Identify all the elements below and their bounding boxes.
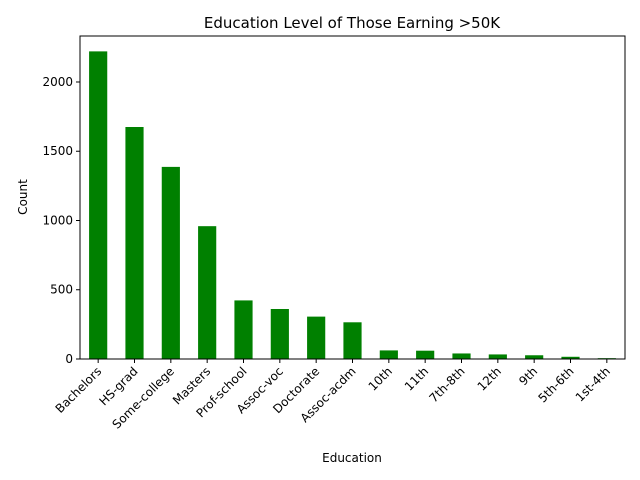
bar-11th xyxy=(416,350,435,359)
x-tick-label: 12th xyxy=(475,364,504,393)
x-tick-label: 10th xyxy=(366,364,395,393)
x-tick-label: 9th xyxy=(516,364,540,388)
bar-bachelors xyxy=(89,51,108,359)
bar-10th xyxy=(379,350,398,359)
y-tick-label: 1500 xyxy=(42,144,73,158)
x-axis: BachelorsHS-gradSome-collegeMastersProf-… xyxy=(53,359,613,432)
chart-title: Education Level of Those Earning >50K xyxy=(204,14,501,32)
bar-assoc-voc xyxy=(270,308,289,359)
x-tick-label: 11th xyxy=(402,364,431,393)
bar-assoc-acdm xyxy=(343,322,362,359)
bar-12th xyxy=(488,354,507,359)
y-tick-label: 2000 xyxy=(42,75,73,89)
x-axis-label: Education xyxy=(322,451,382,465)
y-axis: 0 500 1000 1500 2000 xyxy=(42,75,80,366)
x-tick-label: 5th-6th xyxy=(535,364,576,405)
x-tick-label: 1st-4th xyxy=(573,364,613,404)
y-tick-label: 1000 xyxy=(42,213,73,227)
bars-group xyxy=(89,51,616,359)
bar-some-college xyxy=(161,166,180,359)
bar-hs-grad xyxy=(125,126,144,359)
y-tick-label: 500 xyxy=(50,283,73,297)
bar-masters xyxy=(198,226,217,359)
bar-7th-8th xyxy=(452,353,471,359)
bar-5th-6th xyxy=(561,356,580,359)
x-tick-label: Bachelors xyxy=(53,364,105,416)
y-axis-label: Count xyxy=(16,179,30,215)
y-tick-label: 0 xyxy=(65,352,73,366)
bar-doctorate xyxy=(307,316,326,359)
x-tick-label: 7th-8th xyxy=(426,364,467,405)
bar-prof-school xyxy=(234,300,253,359)
bar-9th xyxy=(525,355,544,359)
